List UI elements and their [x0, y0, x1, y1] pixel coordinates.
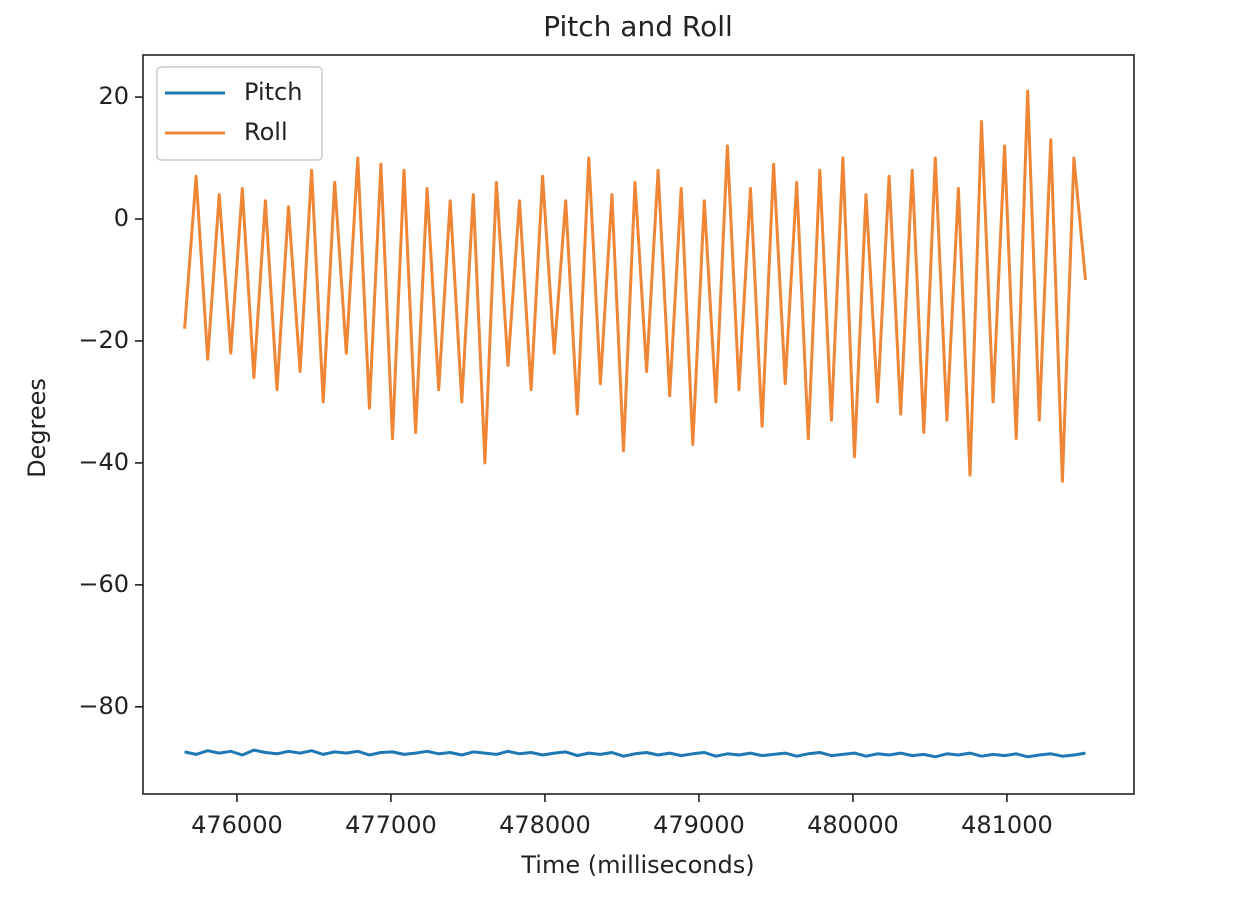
- series-line: [183, 89, 1087, 483]
- chart-title: Pitch and Roll: [543, 10, 733, 43]
- legend: Pitch Roll: [156, 66, 323, 161]
- plot-frame: [142, 54, 1135, 795]
- x-axis-label: Time (milliseconds): [520, 851, 754, 879]
- y-axis-label: Degrees: [23, 378, 51, 478]
- y-tick-label: −40: [78, 448, 129, 476]
- legend-label: Pitch: [244, 78, 302, 106]
- series-line: [184, 748, 1086, 759]
- legend-label: Roll: [244, 118, 288, 146]
- x-tick-label: 477000: [345, 811, 437, 839]
- x-tick-label: 480000: [807, 811, 899, 839]
- x-tick-label: 478000: [499, 811, 591, 839]
- x-tick-label: 481000: [961, 811, 1053, 839]
- y-tick-label: −20: [78, 326, 129, 354]
- x-tick-label: 476000: [191, 811, 283, 839]
- x-tick-label: 479000: [653, 811, 745, 839]
- y-tick-label: −60: [78, 570, 129, 598]
- legend-box: [156, 66, 323, 161]
- y-tick-label: 0: [114, 204, 129, 232]
- y-tick-label: −80: [78, 692, 129, 720]
- y-tick-label: 20: [98, 82, 129, 110]
